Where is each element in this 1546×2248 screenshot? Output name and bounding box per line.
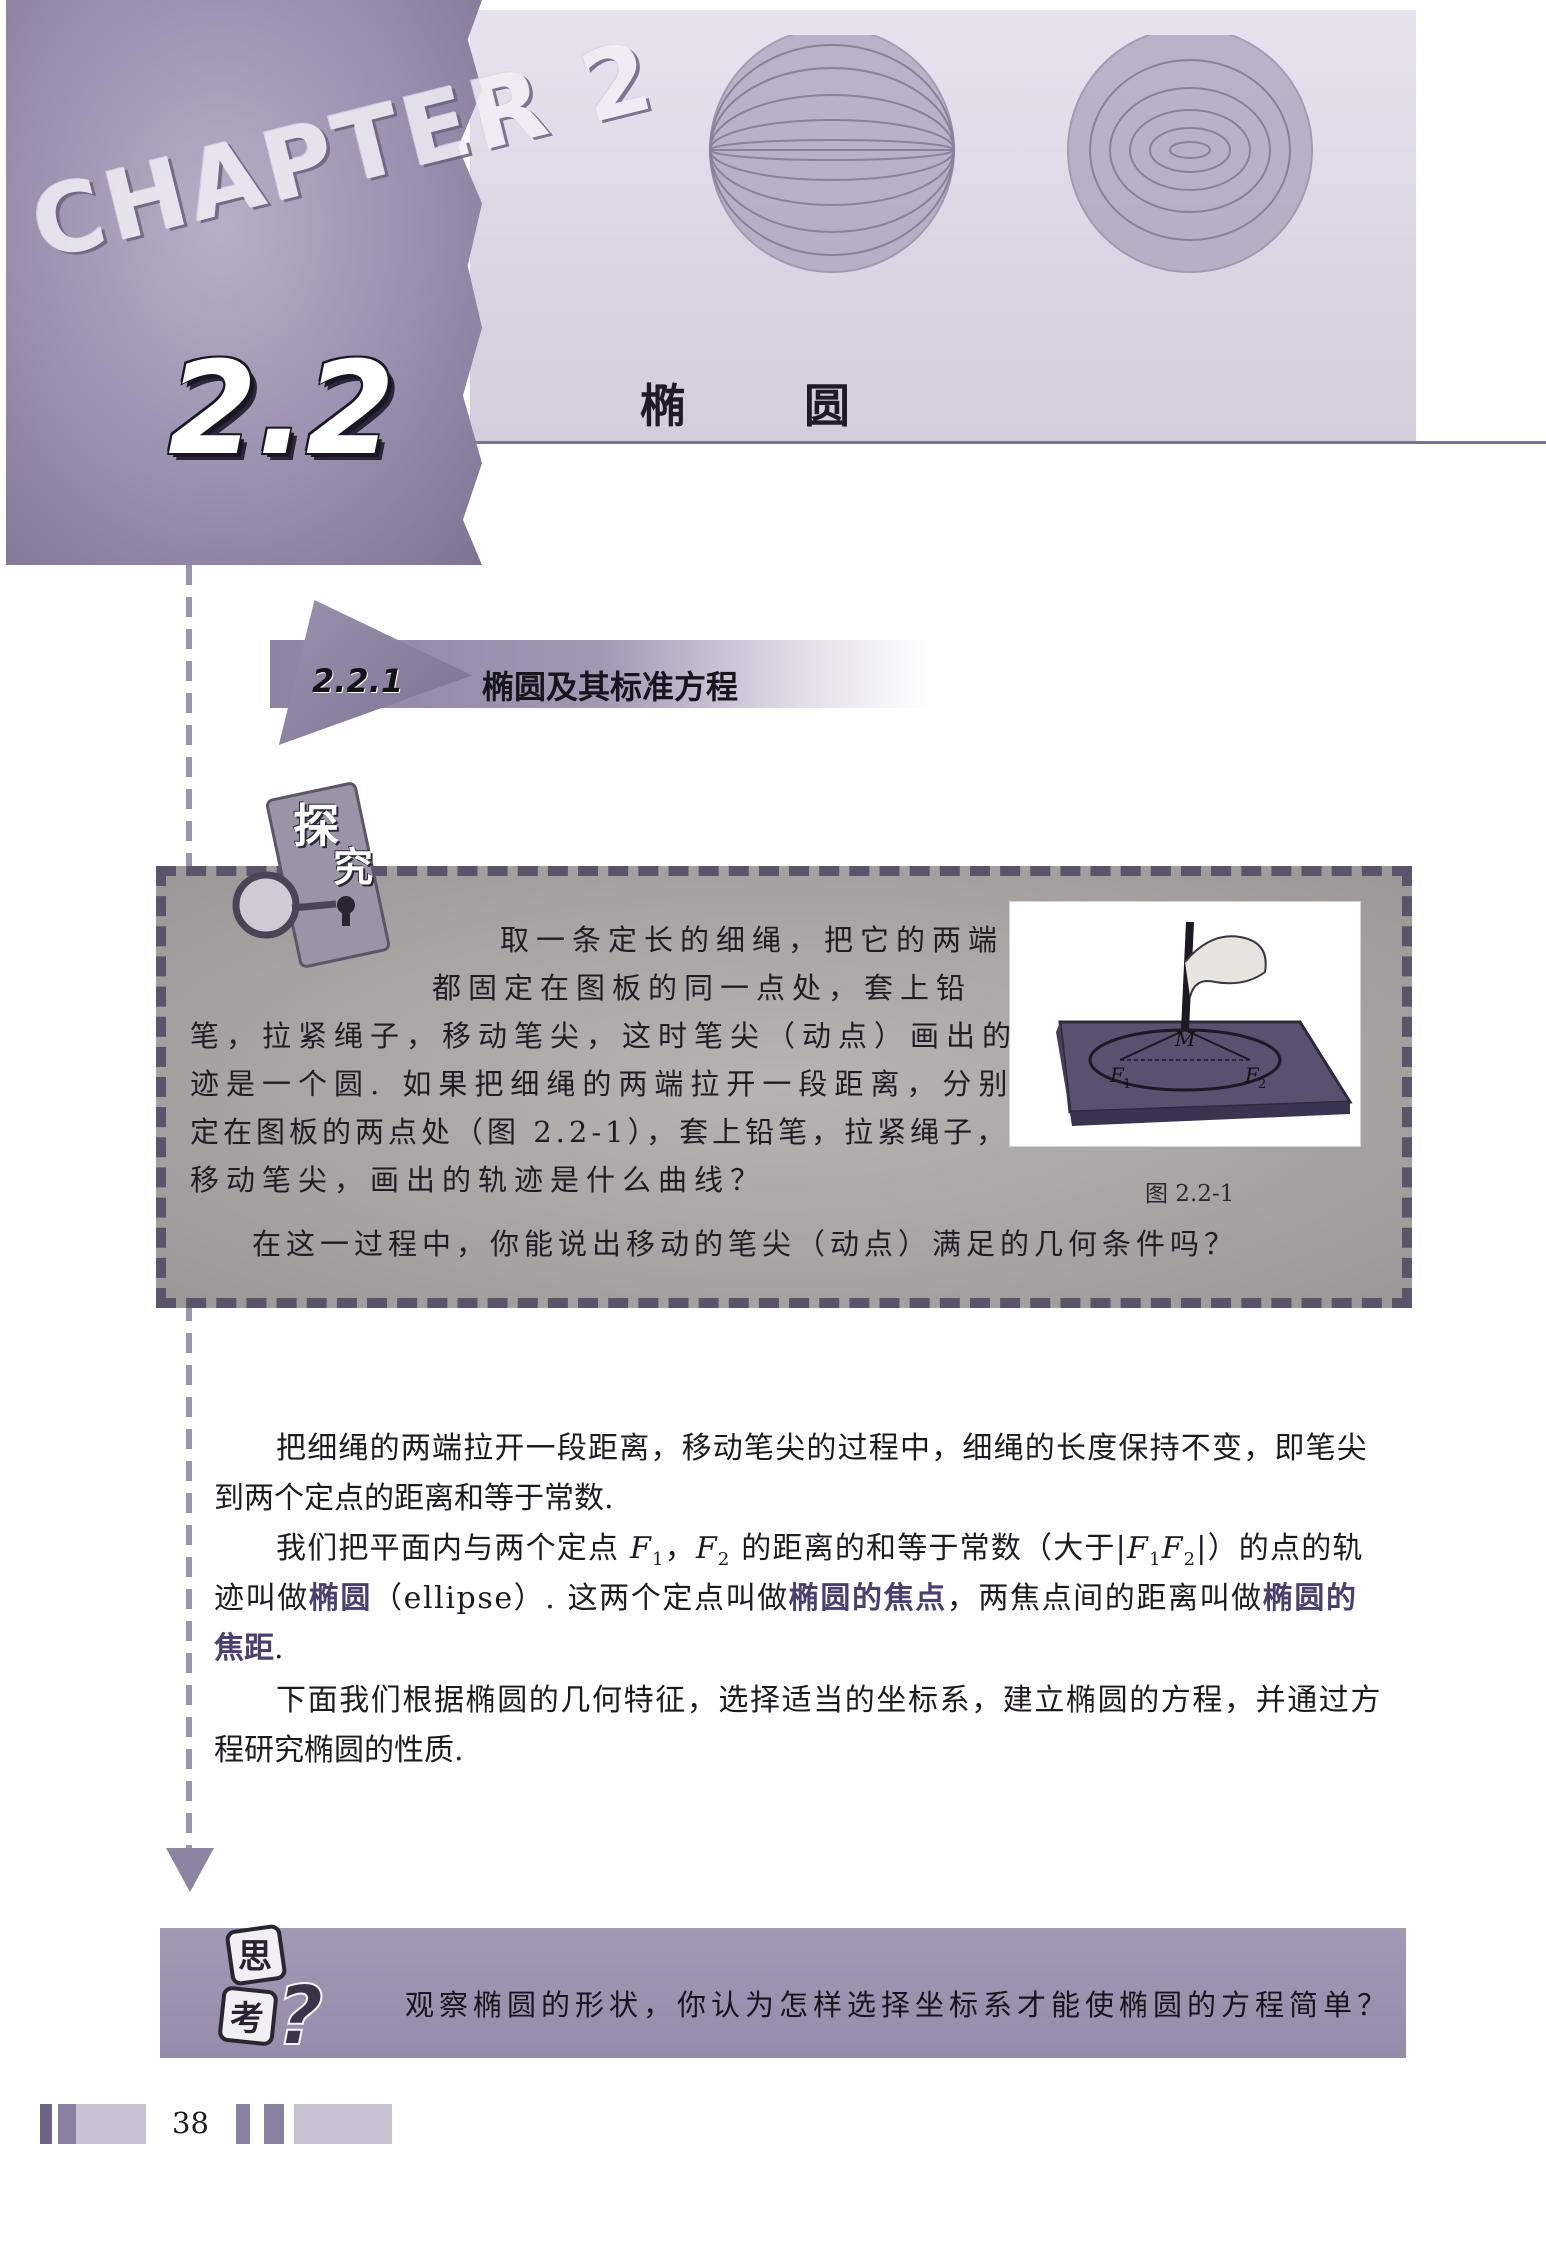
footer-bars-right	[236, 2104, 392, 2144]
explore-label-tan: 探	[293, 799, 339, 853]
think-label-si: 思	[238, 1937, 272, 1977]
subsection-number: 2.2.1	[312, 662, 404, 700]
magnifier-keyhole-icon	[232, 782, 391, 968]
term-foci: 椭圆的焦点	[788, 1581, 947, 1616]
paragraph-line: 下面我们根据椭圆的几何特征，选择适当的坐标系，建立椭圆的方程，并通过方	[276, 1683, 1382, 1718]
section-title: 椭圆	[640, 379, 968, 433]
term-focal-distance-end: 焦距	[214, 1631, 274, 1666]
explore-line: 都固定在图板的同一点处，套上铅	[432, 971, 973, 1005]
think-badge-icon: 思 考 ?	[218, 1924, 325, 2064]
explore-question: 在这一过程中，你能说出移动的笔尖（动点）满足的几何条件吗？	[252, 1227, 1239, 1261]
chapter-corner-block	[6, 0, 482, 565]
figure-label-f2: F	[1244, 1063, 1260, 1087]
paragraph-line: 程研究椭圆的性质.	[214, 1733, 464, 1768]
footer-bars-left	[40, 2104, 146, 2144]
paragraph-line: 焦距.	[214, 1631, 284, 1666]
guide-arrow-icon	[166, 1848, 214, 1892]
question-mark-icon: ?	[276, 1969, 324, 2064]
paragraph-line: 把细绳的两端拉开一段距离，移动笔尖的过程中，细绳的长度保持不变，即笔尖	[276, 1431, 1368, 1466]
explore-line: 迹是一个圆. 如果把细绳的两端拉开一段距离，分别固	[190, 1067, 1051, 1101]
ellipse-drawing-figure: M F 1 F 2	[1056, 921, 1353, 1126]
explore-line: 取一条定长的细绳，把它的两端	[500, 923, 1005, 957]
figure-label-f2-sub: 2	[1258, 1077, 1266, 1092]
explore-line: 定在图板的两点处（图 2.2-1），套上铅笔，拉紧绳子，	[190, 1115, 1010, 1149]
term-focal-distance: 椭圆的	[1262, 1581, 1358, 1616]
think-question: 观察椭圆的形状，你认为怎样选择坐标系才能使椭圆的方程简单？	[405, 1988, 1392, 2022]
think-box	[160, 1928, 1406, 2058]
nested-ellipses-sphere-icon	[1067, 35, 1313, 273]
section-number: 2.2	[168, 335, 395, 484]
paragraph-line: 迹叫做椭圆（ellipse）. 这两个定点叫做椭圆的焦点，两焦点间的距离叫做椭圆…	[214, 1581, 1358, 1616]
explore-label-jiu: 究	[333, 845, 373, 891]
explore-line: 笔，拉紧绳子，移动笔尖，这时笔尖（动点）画出的轨	[190, 1019, 1055, 1053]
sphere-illustrations	[709, 35, 1313, 273]
explore-line: 移动笔尖，画出的轨迹是什么曲线？	[190, 1163, 767, 1197]
paragraph-line: 我们把平面内与两个定点 F1，F2 的距离的和等于常数（大于|F1F2|）的点的…	[276, 1531, 1364, 1570]
page-number: 38	[172, 2106, 209, 2140]
header-rule	[470, 441, 1546, 444]
figure-label-f1-sub: 1	[1123, 1077, 1131, 1092]
figure-label-m: M	[1174, 1027, 1196, 1051]
latitude-sphere-icon	[709, 35, 955, 273]
figure-card: M F 1 F 2	[1010, 902, 1360, 1146]
term-ellipse: 椭圆	[308, 1581, 373, 1616]
figure-caption: 图 2.2-1	[1145, 1181, 1235, 1207]
think-label-kao: 考	[230, 1999, 264, 2039]
paragraph-line: 到两个定点的距离和等于常数.	[214, 1481, 614, 1516]
figure-label-f1: F	[1109, 1063, 1125, 1087]
subsection-title: 椭圆及其标准方程	[482, 668, 739, 706]
